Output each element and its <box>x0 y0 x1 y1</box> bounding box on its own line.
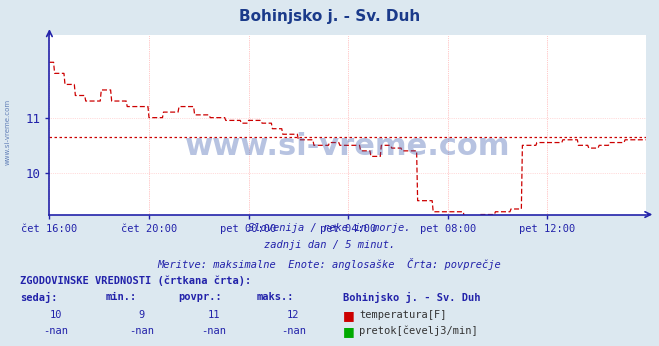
Text: povpr.:: povpr.: <box>178 292 221 302</box>
Text: min.:: min.: <box>105 292 136 302</box>
Text: -nan: -nan <box>43 326 69 336</box>
Text: 10: 10 <box>50 310 62 320</box>
Text: pretok[čevelj3/min]: pretok[čevelj3/min] <box>359 326 478 336</box>
Text: Slovenija / reke in morje.: Slovenija / reke in morje. <box>248 223 411 233</box>
Text: zadnji dan / 5 minut.: zadnji dan / 5 minut. <box>264 240 395 251</box>
Text: ZGODOVINSKE VREDNOSTI (črtkana črta):: ZGODOVINSKE VREDNOSTI (črtkana črta): <box>20 275 251 285</box>
Text: -nan: -nan <box>202 326 227 336</box>
Text: ■: ■ <box>343 325 355 338</box>
Text: 11: 11 <box>208 310 220 320</box>
Text: Bohinjsko j. - Sv. Duh: Bohinjsko j. - Sv. Duh <box>239 9 420 24</box>
Text: Bohinjsko j. - Sv. Duh: Bohinjsko j. - Sv. Duh <box>343 292 480 303</box>
Text: ■: ■ <box>343 309 355 322</box>
Text: sedaj:: sedaj: <box>20 292 57 303</box>
Text: www.si-vreme.com: www.si-vreme.com <box>185 131 510 161</box>
Text: -nan: -nan <box>129 326 154 336</box>
Text: 12: 12 <box>287 310 299 320</box>
Text: -nan: -nan <box>281 326 306 336</box>
Text: 9: 9 <box>138 310 145 320</box>
Text: www.si-vreme.com: www.si-vreme.com <box>5 98 11 165</box>
Text: Meritve: maksimalne  Enote: anglosaške  Črta: povprečje: Meritve: maksimalne Enote: anglosaške Čr… <box>158 258 501 270</box>
Text: maks.:: maks.: <box>257 292 295 302</box>
Text: temperatura[F]: temperatura[F] <box>359 310 447 320</box>
